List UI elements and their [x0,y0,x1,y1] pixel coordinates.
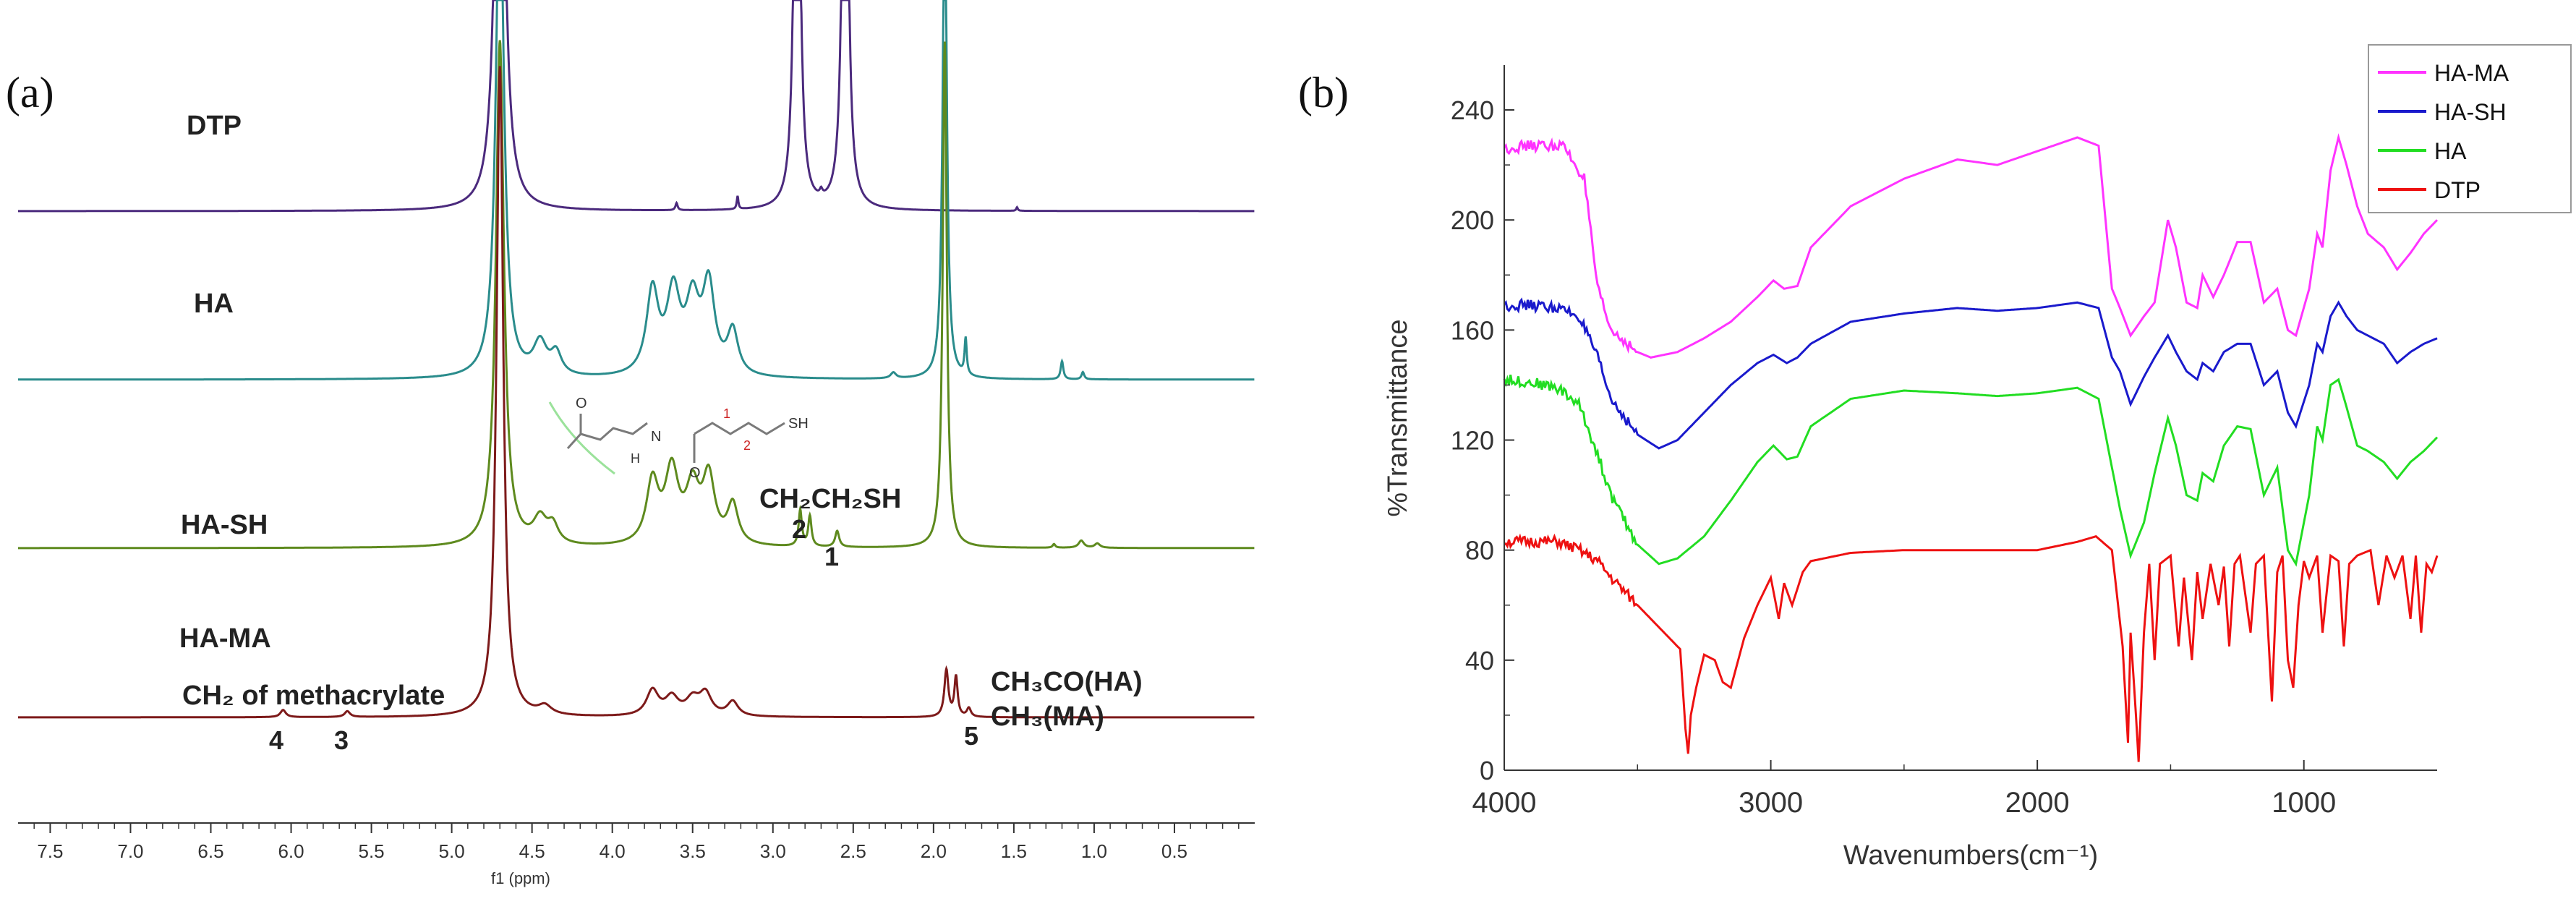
structure-nitrogen: N [651,429,661,445]
nmr-x-tick-label: 0.5 [1161,840,1187,862]
label-peak-5: 5 [964,721,978,751]
ftir-x-tick-label: 1000 [2272,787,2336,819]
label-peak-1: 1 [824,542,839,571]
label-ch3co: CH₃CO(HA) [991,667,1143,697]
legend-label-ha-sh: HA-SH [2434,99,2507,125]
label-ha-sh: HA-SH [181,510,268,540]
ftir-spectra-group [1503,133,2439,762]
nmr-x-axis-label: f1 (ppm) [491,869,550,887]
ftir-x-axis-label: Wavenumbers(cm⁻¹) [1843,840,2098,871]
nmr-x-tick-label: 3.5 [680,840,706,862]
ftir-y-tick-label: 80 [1465,536,1494,566]
label-ch3ma: CH₃(MA) [991,702,1104,732]
legend-label-ha-ma: HA-MA [2434,60,2509,86]
label-peak-4: 4 [269,725,283,755]
nmr-panel: (a) 7.5 7.0 6.5 6.0 5.5 5.0 4.5 4.0 3.5 3.0 2.5 2.0… [6,0,1255,887]
ftir-x-tick-label: 3000 [1739,787,1803,819]
nmr-x-tick-label: 7.5 [37,840,63,862]
structure-oxygen-2: O [689,465,701,481]
structure-oxygen-1: O [576,396,587,412]
nmr-x-tick-label: 5.5 [358,840,384,862]
nmr-x-tick-label: 2.5 [840,840,866,862]
structure-hydrogen: H [631,451,640,466]
panel-a-label: (a) [6,69,54,116]
legend-label-dtp: DTP [2434,177,2481,203]
structure-carbon-1-label: 1 [723,406,730,421]
ftir-legend: HA-MA HA-SH HA DTP [2368,44,2572,213]
nmr-series-ha-ma [18,66,1255,719]
structure-thiol: SH [788,416,809,432]
nmr-x-tick-label: 1.5 [1001,840,1027,862]
thiol-structure-diagram: O N H O SH 1 2 [548,396,809,481]
label-dtp: DTP [187,111,242,141]
nmr-x-tick-label: 7.0 [117,840,143,862]
nmr-series-ha [18,0,1255,381]
nmr-x-tick-label: 3.0 [760,840,786,862]
nmr-x-tick-label: 5.0 [439,840,465,862]
nmr-x-ticks: 7.5 7.0 6.5 6.0 5.5 5.0 4.5 4.0 3.5 3.0 2.5 2.0 1.5 1… [33,823,1240,862]
ftir-y-tick-label: 160 [1451,315,1494,345]
nmr-x-tick-label: 2.0 [921,840,947,862]
ftir-y-axis-label: %Transmittance [1383,319,1413,516]
ftir-panel: (b) 0 40 80 120 160 200 240 4000 3000 2000 1000 W… [1298,44,2572,871]
label-peak-2: 2 [792,514,806,544]
structure-chain [566,422,648,450]
nmr-series-dtp [18,0,1255,213]
ftir-y-tick-label: 200 [1451,205,1494,235]
label-ha-ma: HA-MA [179,623,271,654]
nmr-x-tick-label: 6.0 [278,840,304,862]
label-ch2-methacrylate: CH₂ of methacrylate [182,681,445,711]
ftir-series-ha-ma [1503,133,2439,359]
nmr-x-tick-label: 1.0 [1081,840,1107,862]
nmr-series-ha-sh [18,40,1255,550]
ftir-x-tick-label: 4000 [1472,787,1537,819]
structure-carbon-2-label: 2 [743,438,751,453]
ftir-series-ha-sh [1503,297,2438,450]
ftir-x-ticks: 4000 3000 2000 1000 [1472,760,2336,819]
ftir-y-tick-label: 40 [1465,646,1494,675]
ftir-series-dtp [1504,533,2439,762]
structure-backbone-bond [548,401,615,475]
ftir-y-tick-label: 240 [1451,95,1494,125]
structure-chain-2 [694,422,785,435]
label-ch2ch2sh: CH₂CH₂SH [759,484,901,514]
panel-b-label: (b) [1298,69,1349,116]
ftir-y-ticks: 0 40 80 120 160 200 240 [1451,95,1514,785]
ftir-y-tick-label: 0 [1480,756,1494,785]
ftir-y-tick-label: 120 [1451,426,1494,456]
label-ha: HA [194,289,234,319]
nmr-spectra-group [18,0,1255,719]
legend-label-ha: HA [2434,138,2467,164]
nmr-x-tick-label: 4.0 [600,840,626,862]
ftir-series-ha [1503,374,2439,567]
nmr-x-tick-label: 6.5 [197,840,223,862]
label-peak-3: 3 [334,725,349,755]
nmr-x-tick-label: 4.5 [519,840,545,862]
ftir-x-tick-label: 2000 [2005,787,2070,819]
